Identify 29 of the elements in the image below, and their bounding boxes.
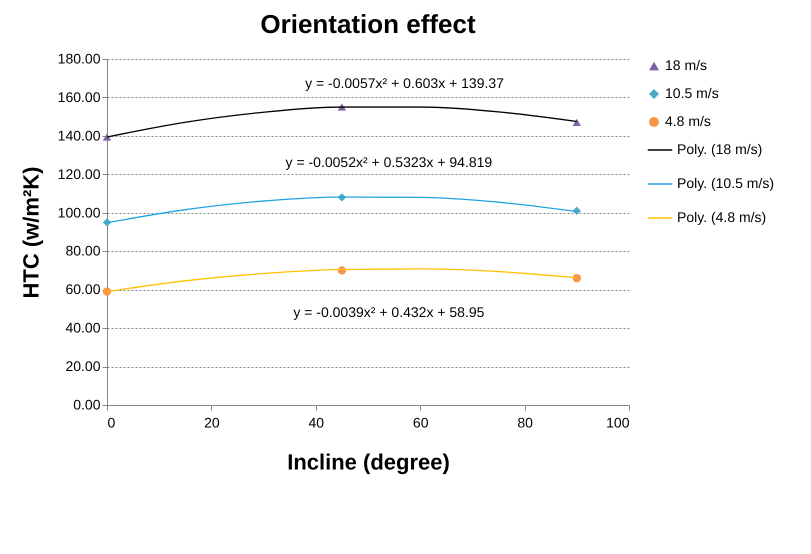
legend-label: 4.8 m/s	[665, 113, 711, 129]
annotation: y = -0.0039x² + 0.432x + 58.95	[293, 304, 485, 320]
y-tick-label: 180.00	[58, 50, 101, 66]
y-tick-label: 80.00	[65, 242, 101, 259]
x-tick-label: 60	[412, 414, 429, 430]
y-tick-label: 160.00	[58, 88, 101, 105]
legend-label: 10.5 m/s	[665, 85, 719, 101]
annotation: y = -0.0057x² + 0.603x + 139.37	[305, 75, 504, 91]
y-tick-label: 0.00	[73, 396, 101, 412]
legend-label: 18 m/s	[665, 57, 708, 73]
y-tick-label: 40.00	[65, 320, 101, 336]
x-tick-label: 0	[108, 414, 116, 430]
chart-title: Orientation effect	[260, 9, 476, 39]
x-tick-label: 80	[517, 414, 534, 430]
y-tick-label: 100.00	[58, 204, 101, 220]
x-tick-label: 40	[308, 414, 324, 430]
y-tick-label: 140.00	[58, 127, 101, 144]
legend-label: Poly. (18 m/s)	[677, 141, 762, 157]
legend-label: Poly. (10.5 m/s)	[677, 175, 774, 191]
annotation: y = -0.0052x² + 0.5323x + 94.819	[286, 154, 492, 170]
x-axis-title: Incline (degree)	[287, 450, 450, 474]
legend-label: Poly. (4.8 m/s)	[677, 209, 766, 225]
x-tick-label: 20	[204, 414, 220, 430]
point	[572, 118, 581, 126]
y-tick-label: 120.00	[58, 166, 101, 182]
x-tick-label: 100	[606, 414, 630, 430]
y-tick-label: 60.00	[65, 281, 101, 298]
y-axis-title: HTC (w/m²K)	[18, 166, 44, 298]
y-tick-label: 20.00	[65, 358, 101, 374]
